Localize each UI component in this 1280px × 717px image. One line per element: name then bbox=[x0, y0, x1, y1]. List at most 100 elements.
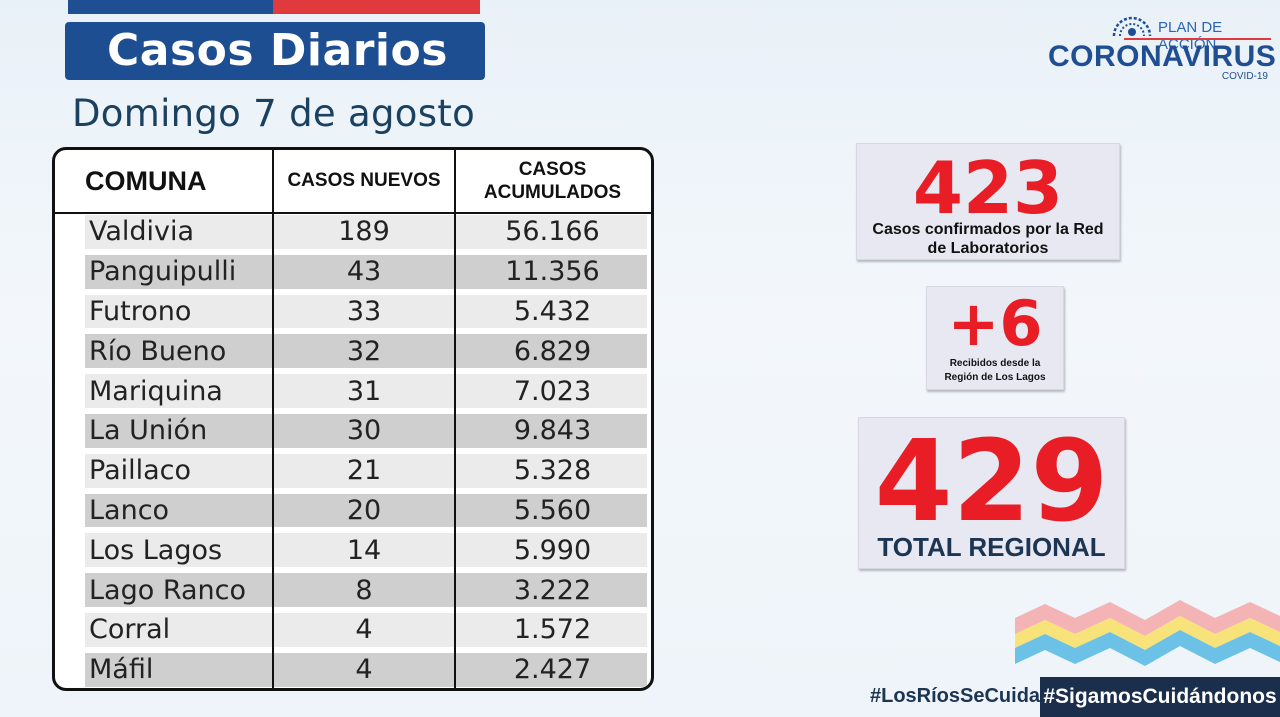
row-stripe bbox=[85, 334, 647, 369]
other-region-card: +6 Recibidos desde la Región de Los Lago… bbox=[926, 286, 1064, 390]
comuna-cell: La Unión bbox=[55, 410, 274, 451]
comuna-cell-text: Lago Ranco bbox=[89, 574, 247, 606]
decorative-waves-graphic bbox=[1015, 600, 1280, 666]
table-row: Máfil 4 2.427 bbox=[55, 649, 651, 688]
table-header: COMUNA CASOS NUEVOS CASOS ACUMULADOS bbox=[55, 150, 651, 214]
casos-acumulados-cell-text: 5.990 bbox=[513, 534, 592, 566]
row-stripe bbox=[85, 294, 647, 329]
cases-table: COMUNA CASOS NUEVOS CASOS ACUMULADOS Val… bbox=[52, 147, 654, 691]
comuna-cell: Panguipulli bbox=[55, 251, 274, 292]
casos-acumulados-cell-text: 5.328 bbox=[513, 455, 592, 487]
table-row: Lanco 20 5.560 bbox=[55, 490, 651, 531]
comuna-cell: Los Lagos bbox=[55, 530, 274, 571]
comuna-cell: Lanco bbox=[55, 490, 274, 531]
date-subtitle: Domingo 7 de agosto bbox=[72, 92, 476, 135]
coronavirus-logo: PLAN DE ACCIÓN CORONAVIRUS COVID-19 bbox=[1046, 10, 1277, 86]
header-comuna: COMUNA bbox=[55, 150, 274, 212]
table-row: Lago Ranco 8 3.222 bbox=[55, 570, 651, 610]
casos-nuevos-cell: 20 bbox=[274, 490, 456, 531]
casos-acumulados-cell: 6.829 bbox=[454, 331, 651, 371]
top-bar-red bbox=[273, 0, 480, 14]
casos-acumulados-cell: 11.356 bbox=[454, 252, 651, 292]
casos-nuevos-cell-text: 31 bbox=[346, 375, 382, 407]
row-stripe bbox=[85, 573, 647, 607]
casos-nuevos-cell-text: 4 bbox=[355, 614, 373, 646]
row-stripe bbox=[85, 215, 647, 249]
total-card: 429 TOTAL REGIONAL bbox=[858, 417, 1125, 569]
casos-acumulados-cell-text: 2.427 bbox=[513, 654, 592, 686]
table-body: Valdivia 189 56.166 Panguipulli 43 11.356 Futr… bbox=[55, 212, 651, 688]
table-row: Los Lagos 14 5.990 bbox=[55, 530, 651, 571]
casos-acumulados-cell-text: 3.222 bbox=[513, 574, 592, 606]
casos-acumulados-cell-text: 9.843 bbox=[513, 415, 592, 447]
row-stripe bbox=[85, 493, 647, 528]
lab-cases-value: 423 bbox=[912, 146, 1064, 230]
logo-coronavirus-text: CORONAVIRUS bbox=[1048, 40, 1277, 73]
casos-acumulados-cell-text: 5.560 bbox=[513, 494, 592, 526]
casos-nuevos-cell-text: 8 bbox=[355, 574, 373, 606]
casos-acumulados-cell-text: 1.572 bbox=[513, 614, 592, 646]
comuna-cell: Paillaco bbox=[55, 450, 274, 491]
comuna-cell: Corral bbox=[55, 609, 274, 650]
comuna-cell: Mariquina bbox=[55, 371, 274, 411]
casos-nuevos-cell: 14 bbox=[274, 530, 456, 571]
total-label: TOTAL REGIONAL bbox=[877, 532, 1106, 562]
hashtag-sigamos: #SigamosCuidándonos bbox=[1040, 677, 1280, 717]
row-stripe bbox=[85, 254, 647, 289]
lab-cases-label: Casos confirmados por la Red de Laborato… bbox=[872, 221, 1104, 257]
casos-nuevos-cell-text: 32 bbox=[346, 335, 382, 367]
casos-nuevos-cell: 31 bbox=[274, 371, 456, 411]
casos-nuevos-cell: 8 bbox=[274, 570, 456, 610]
other-region-value: +6 bbox=[947, 287, 1043, 360]
comuna-cell-text: Paillaco bbox=[89, 455, 192, 487]
page-title: Casos Diarios bbox=[65, 22, 485, 80]
row-stripe bbox=[85, 652, 647, 687]
casos-nuevos-cell: 4 bbox=[274, 649, 456, 688]
government-emblem-icon bbox=[1112, 16, 1152, 37]
table-row: Corral 4 1.572 bbox=[55, 609, 651, 650]
comuna-cell-text: Corral bbox=[89, 614, 171, 646]
comuna-cell: Futrono bbox=[55, 291, 274, 332]
table-row: Panguipulli 43 11.356 bbox=[55, 251, 651, 292]
comuna-cell: Valdivia bbox=[55, 212, 274, 252]
lab-cases-card: 423 Casos confirmados por la Red de Labo… bbox=[856, 143, 1120, 260]
casos-acumulados-cell-text: 56.166 bbox=[505, 216, 600, 248]
table-row: La Unión 30 9.843 bbox=[55, 410, 651, 451]
casos-nuevos-cell-text: 30 bbox=[346, 415, 382, 447]
comuna-cell-text: Máfil bbox=[89, 654, 154, 686]
casos-nuevos-cell-text: 189 bbox=[338, 216, 390, 248]
table-row: Río Bueno 32 6.829 bbox=[55, 331, 651, 372]
casos-acumulados-cell: 5.990 bbox=[454, 530, 651, 570]
casos-acumulados-cell-text: 7.023 bbox=[513, 375, 592, 407]
casos-acumulados-cell: 3.222 bbox=[454, 570, 651, 610]
comuna-cell-text: Río Bueno bbox=[89, 335, 227, 367]
comuna-cell-text: Futrono bbox=[89, 295, 192, 327]
casos-nuevos-cell-text: 21 bbox=[346, 455, 382, 487]
hashtag-losrios: #LosRíosSeCuida bbox=[870, 685, 1041, 707]
row-stripe bbox=[85, 413, 647, 448]
casos-acumulados-cell: 5.560 bbox=[454, 491, 651, 531]
casos-acumulados-cell-text: 11.356 bbox=[505, 256, 600, 288]
row-stripe bbox=[85, 453, 647, 488]
logo-divider bbox=[1124, 38, 1271, 40]
row-stripe bbox=[85, 612, 647, 647]
comuna-cell-text: Lanco bbox=[89, 494, 170, 526]
row-stripe bbox=[85, 533, 647, 568]
comuna-cell-text: Panguipulli bbox=[89, 256, 237, 288]
casos-nuevos-cell: 189 bbox=[274, 212, 456, 252]
comuna-cell: Máfil bbox=[55, 649, 274, 688]
other-region-label: Recibidos desde la Región de Los Lagos bbox=[944, 358, 1046, 383]
casos-acumulados-cell: 2.427 bbox=[454, 650, 651, 688]
casos-acumulados-cell: 9.843 bbox=[454, 411, 651, 451]
header-casos-acumulados-text: CASOS ACUMULADOS bbox=[483, 159, 622, 203]
casos-nuevos-cell: 43 bbox=[274, 251, 456, 292]
comuna-cell-text: Los Lagos bbox=[89, 534, 223, 566]
casos-nuevos-cell: 30 bbox=[274, 410, 456, 451]
comuna-cell-text: Valdivia bbox=[89, 216, 195, 248]
table-row: Paillaco 21 5.328 bbox=[55, 450, 651, 491]
header-casos-acumulados: CASOS ACUMULADOS bbox=[454, 150, 651, 212]
casos-acumulados-cell: 5.432 bbox=[454, 292, 651, 332]
casos-acumulados-cell: 7.023 bbox=[454, 371, 651, 411]
casos-acumulados-cell: 5.328 bbox=[454, 451, 651, 491]
casos-nuevos-cell-text: 43 bbox=[346, 256, 382, 288]
